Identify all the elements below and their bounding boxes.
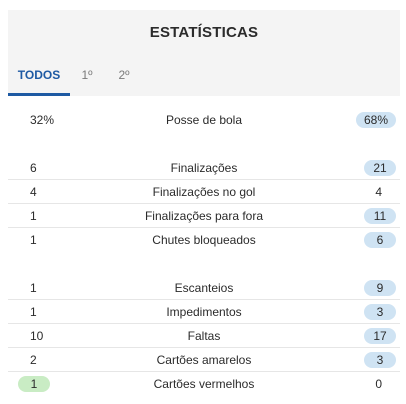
stat-label: Chutes bloqueados: [152, 233, 256, 247]
stat-row: 4 Finalizações no gol 4: [8, 180, 400, 204]
stat-row: 1 Impedimentos 3: [8, 300, 400, 324]
home-value: 2: [30, 353, 37, 367]
away-value: 11: [364, 208, 396, 224]
stat-row: 1 Finalizações para fora 11: [8, 204, 400, 228]
home-value: 1: [30, 209, 37, 223]
stat-label: Posse de bola: [165, 113, 243, 127]
away-value: 21: [364, 160, 396, 176]
stat-label: Escanteios: [174, 281, 234, 295]
home-value: 10: [30, 329, 44, 343]
stat-label: Faltas: [187, 329, 221, 343]
stat-label: Finalizações no gol: [152, 185, 256, 199]
stat-row: 1 Chutes bloqueados 6: [8, 228, 400, 252]
stat-row: 1 Cartões vermelhos 0: [8, 372, 400, 396]
stat-row: 1 Escanteios 9: [8, 276, 400, 300]
home-value: 4: [30, 185, 37, 199]
away-value: 17: [364, 328, 396, 344]
stat-label: Cartões vermelhos: [153, 377, 255, 391]
home-value: 1: [30, 281, 37, 295]
home-value: 6: [30, 161, 37, 175]
away-value: 4: [375, 185, 382, 199]
stats-group-possession: 32% Posse de bola 68%: [8, 108, 400, 132]
stat-label: Finalizações para fora: [144, 209, 264, 223]
stat-label: Impedimentos: [166, 305, 242, 319]
away-value: 3: [364, 352, 396, 368]
stat-row: 6 Finalizações 21: [8, 156, 400, 180]
home-value: 1: [30, 305, 37, 319]
statistics-header: ESTATÍSTICAS TODOS 1º 2º: [8, 10, 400, 96]
home-value: 1: [30, 233, 37, 247]
period-tabs: TODOS 1º 2º: [8, 64, 144, 96]
away-value: 9: [364, 280, 396, 296]
away-value: 6: [364, 232, 396, 248]
stats-group-shots: 6 Finalizações 21 4 Finalizações no gol …: [8, 156, 400, 252]
tab-first-half[interactable]: 1º: [81, 68, 93, 82]
stat-row: 2 Cartões amarelos 3: [8, 348, 400, 372]
stats-list: 32% Posse de bola 68% 6 Finalizações 21 …: [8, 96, 400, 396]
stat-label: Cartões amarelos: [156, 353, 252, 367]
stat-row: 32% Posse de bola 68%: [8, 108, 400, 132]
home-value: 32%: [30, 113, 55, 127]
tab-todos[interactable]: TODOS: [8, 64, 70, 96]
stat-label: Finalizações: [170, 161, 238, 175]
statistics-card: ESTATÍSTICAS TODOS 1º 2º 32% Posse de bo…: [8, 10, 400, 404]
stat-row: 10 Faltas 17: [8, 324, 400, 348]
away-value: 3: [364, 304, 396, 320]
away-value: 68%: [355, 112, 396, 128]
page-title: ESTATÍSTICAS: [149, 24, 259, 41]
home-value: 1: [18, 376, 50, 392]
stats-group-discipline: 1 Escanteios 9 1 Impedimentos 3 10 Falta…: [8, 276, 400, 396]
tab-second-half[interactable]: 2º: [118, 68, 130, 82]
away-value: 0: [375, 377, 382, 391]
